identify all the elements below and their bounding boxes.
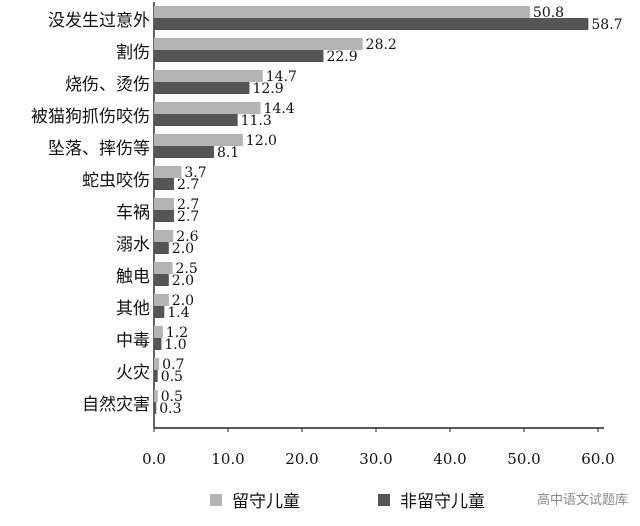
bar-non-left-behind xyxy=(154,338,162,350)
value-label: 28.2 xyxy=(366,37,397,53)
value-label: 0.3 xyxy=(159,401,181,417)
value-label: 50.8 xyxy=(533,5,564,21)
category-label: 没发生过意外 xyxy=(48,11,150,31)
value-label: 2.5 xyxy=(176,261,198,277)
bar-left-behind xyxy=(154,358,160,370)
value-label: 1.4 xyxy=(167,305,189,321)
bar-non-left-behind xyxy=(154,114,238,126)
x-tick-label: 10.0 xyxy=(211,450,244,468)
legend-swatch xyxy=(378,494,390,506)
legend-label: 非留守儿童 xyxy=(400,492,485,512)
bar-left-behind xyxy=(154,326,163,338)
bar-left-behind xyxy=(154,38,363,50)
bar-non-left-behind xyxy=(154,210,174,222)
value-label: 1.0 xyxy=(164,337,186,353)
category-label: 被猫狗抓伤咬伤 xyxy=(31,107,150,127)
value-label: 0.5 xyxy=(161,369,183,385)
category-label: 触电 xyxy=(116,267,150,287)
bar-non-left-behind xyxy=(154,370,158,382)
value-label: 0.7 xyxy=(162,357,184,373)
value-label: 2.6 xyxy=(176,229,198,245)
bar-left-behind xyxy=(154,102,261,114)
bar-non-left-behind xyxy=(154,146,214,158)
category-label: 烧伤、烫伤 xyxy=(65,75,150,95)
value-label: 11.3 xyxy=(241,113,272,129)
bar-non-left-behind xyxy=(154,50,324,62)
bar-left-behind xyxy=(154,230,174,242)
bar-non-left-behind xyxy=(154,18,589,30)
bar-non-left-behind xyxy=(154,178,174,190)
value-label: 14.4 xyxy=(264,101,295,117)
category-label: 坠落、摔伤等 xyxy=(48,139,150,159)
bar-non-left-behind xyxy=(154,82,250,94)
value-label: 2.0 xyxy=(172,241,194,257)
bar-left-behind xyxy=(154,390,158,402)
category-label: 溺水 xyxy=(116,235,150,255)
value-label: 3.7 xyxy=(184,165,206,181)
bar-left-behind xyxy=(154,198,174,210)
value-label: 2.7 xyxy=(177,177,199,193)
bar-non-left-behind xyxy=(154,242,169,254)
value-label: 14.7 xyxy=(266,69,297,85)
x-tick-label: 0.0 xyxy=(142,450,166,468)
bar-left-behind xyxy=(154,294,169,306)
category-label: 车祸 xyxy=(116,203,150,223)
value-label: 2.7 xyxy=(177,197,199,213)
bar-non-left-behind xyxy=(154,402,157,414)
category-label: 割伤 xyxy=(116,43,150,63)
value-label: 1.2 xyxy=(166,325,188,341)
category-label: 火灾 xyxy=(116,363,150,383)
value-label: 0.5 xyxy=(161,389,183,405)
value-label: 8.1 xyxy=(217,145,239,161)
x-tick-label: 40.0 xyxy=(433,450,466,468)
value-label: 2.0 xyxy=(172,273,194,289)
category-label: 自然灾害 xyxy=(82,395,150,415)
legend-label: 留守儿童 xyxy=(232,492,300,512)
value-label: 2.7 xyxy=(177,209,199,225)
watermark-text: 高中语文试题库 xyxy=(536,493,628,508)
x-tick-label: 30.0 xyxy=(359,450,392,468)
x-tick-label: 60.0 xyxy=(581,450,614,468)
category-label: 蛇虫咬伤 xyxy=(82,171,150,191)
bar-left-behind xyxy=(154,70,263,82)
value-label: 2.0 xyxy=(172,293,194,309)
value-label: 12.0 xyxy=(246,133,277,149)
category-label: 中毒 xyxy=(116,331,150,351)
x-tick-label: 50.0 xyxy=(507,450,540,468)
bar-non-left-behind xyxy=(154,306,165,318)
bar-non-left-behind xyxy=(154,274,169,286)
value-label: 58.7 xyxy=(591,17,622,33)
x-tick-label: 20.0 xyxy=(285,450,318,468)
value-label: 12.9 xyxy=(252,81,283,97)
bar-left-behind xyxy=(154,6,530,18)
bar-left-behind xyxy=(154,134,243,146)
category-label: 其他 xyxy=(116,299,150,319)
legend-swatch xyxy=(210,494,222,506)
value-label: 22.9 xyxy=(326,49,357,65)
bar-left-behind xyxy=(154,166,182,178)
bar-left-behind xyxy=(154,262,173,274)
